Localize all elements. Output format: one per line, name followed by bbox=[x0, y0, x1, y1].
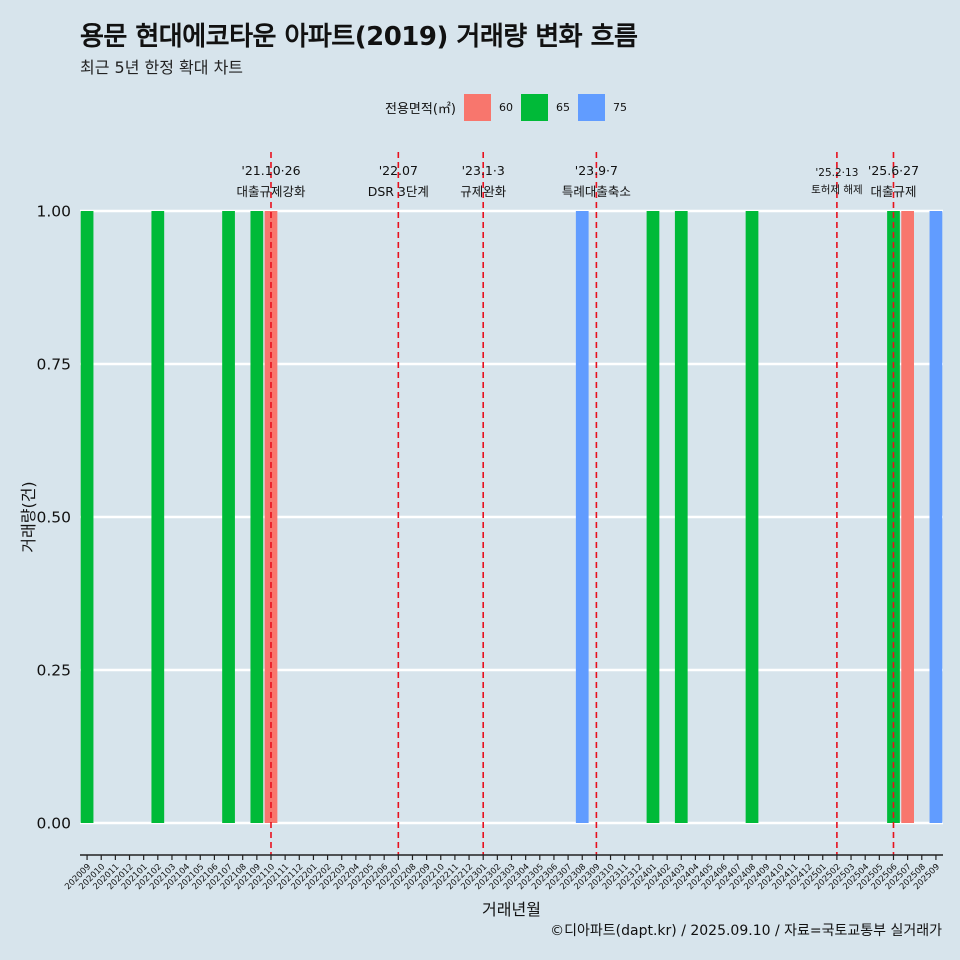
event-label-202309: 특례대출축소 bbox=[562, 184, 631, 199]
legend-item-65: 65 bbox=[520, 93, 570, 121]
y-tick-label: 0.00 bbox=[36, 815, 71, 833]
y-axis-title: 거래량(건) bbox=[19, 481, 38, 552]
bar-202401-65 bbox=[646, 211, 660, 823]
source-caption: ©디아파트(dapt.kr) / 2025.09.10 / 자료=국토교통부 실… bbox=[550, 923, 942, 939]
legend-title: 전용면적(㎡) bbox=[385, 101, 456, 117]
bar-202408-65 bbox=[745, 211, 759, 823]
event-date-202309: '23.9·7 bbox=[575, 163, 618, 178]
bar-202109-65 bbox=[250, 211, 264, 823]
bar-202403-65 bbox=[674, 211, 688, 823]
legend: 전용면적(㎡) 60 65 75 bbox=[385, 93, 635, 121]
bar-202102-65 bbox=[151, 211, 165, 823]
legend-label-65: 65 bbox=[555, 100, 570, 114]
bar-202107-65 bbox=[222, 211, 235, 823]
event-label-202301: 규제완화 bbox=[460, 184, 507, 199]
y-tick-label: 0.75 bbox=[36, 356, 71, 374]
y-tick-label: 0.50 bbox=[36, 509, 71, 527]
legend-item-75: 75 bbox=[577, 93, 627, 121]
event-label-202502: 토허제 해제 bbox=[811, 183, 863, 196]
y-tick-label: 0.25 bbox=[36, 662, 71, 680]
bar-202509-75 bbox=[929, 211, 943, 823]
legend-item-60: 60 bbox=[463, 93, 513, 121]
chart-subtitle: 최근 5년 한정 확대 차트 bbox=[80, 58, 244, 77]
legend-swatch-65 bbox=[520, 93, 548, 121]
legend-label-60: 60 bbox=[498, 100, 513, 114]
event-label-202110: 대출규제강화 bbox=[236, 184, 306, 199]
bar-202009-65 bbox=[80, 211, 94, 823]
event-date-202506: '25.6·27 bbox=[868, 163, 919, 178]
legend-label-75: 75 bbox=[612, 100, 627, 114]
chart-title: 용문 현대에코타운 아파트(2019) 거래량 변화 흐름 bbox=[80, 22, 638, 52]
bar-202308-75 bbox=[575, 211, 589, 823]
x-axis-title: 거래년월 bbox=[482, 900, 541, 919]
y-tick-label: 1.00 bbox=[36, 203, 71, 221]
event-date-202301: '23.1·3 bbox=[462, 163, 505, 178]
event-date-202110: '21.10·26 bbox=[241, 163, 300, 178]
bar-202507-60 bbox=[901, 211, 914, 823]
event-date-202207: '22.07 bbox=[379, 163, 418, 178]
event-label-202207: DSR 3단계 bbox=[368, 184, 429, 199]
legend-swatch-75 bbox=[577, 93, 605, 121]
event-date-202502: '25.2·13 bbox=[815, 167, 858, 179]
event-label-202506: 대출규제 bbox=[870, 184, 916, 199]
legend-swatch-60 bbox=[463, 93, 491, 121]
